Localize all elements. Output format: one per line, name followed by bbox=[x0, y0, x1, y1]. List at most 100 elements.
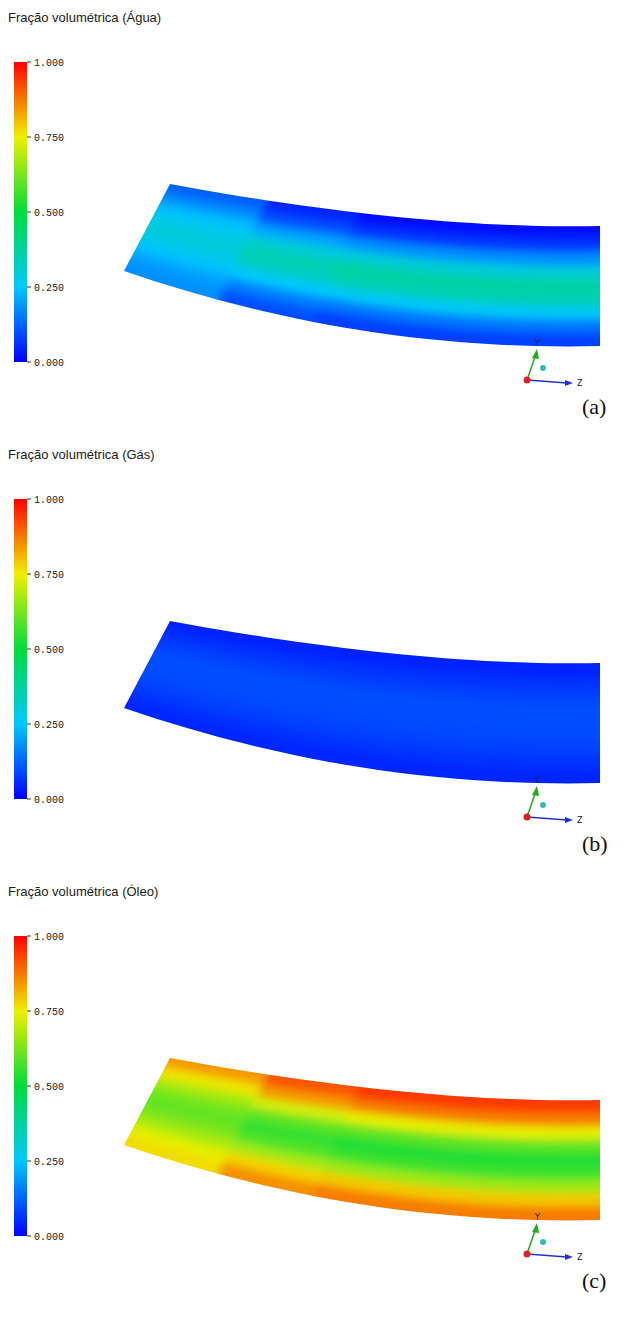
triad-label: Z bbox=[577, 816, 583, 825]
triad-label: Y bbox=[534, 776, 540, 785]
contour-cell bbox=[518, 252, 632, 267]
colorbar-tick-label: 1.000 bbox=[34, 495, 64, 506]
contour-cell bbox=[511, 728, 635, 743]
triad-marker bbox=[540, 802, 546, 808]
panel: Fração volumétrica (Óleo)0.0000.2500.500… bbox=[8, 884, 640, 1293]
colorbar-tick bbox=[27, 649, 31, 650]
triad-z-arrow bbox=[565, 817, 573, 823]
contour-cells bbox=[78, 1034, 640, 1244]
contour-cell bbox=[509, 305, 636, 320]
contour-cell bbox=[78, 1123, 224, 1194]
axis-triad: YZ bbox=[524, 1213, 584, 1262]
contour-cell bbox=[521, 1112, 631, 1127]
contour-cell bbox=[304, 310, 412, 360]
contour-cell bbox=[514, 715, 634, 730]
colorbar-tick bbox=[27, 1086, 31, 1087]
triad-y-arrow bbox=[532, 786, 539, 796]
contour-cell bbox=[304, 747, 412, 797]
contour-cell bbox=[516, 1139, 633, 1154]
contour-cell bbox=[401, 761, 506, 806]
contour-cell bbox=[304, 1184, 412, 1234]
colorbar bbox=[14, 936, 27, 1236]
axis-triad: YZ bbox=[524, 776, 584, 825]
contour-field bbox=[78, 1034, 640, 1244]
colorbar-tick-label: 0.250 bbox=[34, 283, 64, 294]
contour-cell bbox=[500, 1205, 640, 1244]
contour-cell bbox=[507, 318, 638, 333]
contour-cell bbox=[523, 638, 630, 676]
colorbar-tick-label: 0.750 bbox=[34, 1007, 64, 1018]
colorbar-tick-label: 1.000 bbox=[34, 932, 64, 943]
panel: Fração volumétrica (Água) 0.000 0.250 0.500… bbox=[8, 10, 640, 419]
contour-cell bbox=[521, 238, 631, 253]
contour-cell bbox=[518, 689, 632, 704]
triad-origin bbox=[524, 814, 531, 821]
panel-letter: (b) bbox=[582, 831, 608, 856]
colorbar-tick-label: 0.500 bbox=[34, 208, 64, 219]
contour-cell bbox=[507, 755, 638, 770]
contour-cells bbox=[78, 160, 640, 370]
colorbar-tick-label: 0.000 bbox=[34, 358, 64, 369]
contour-field bbox=[78, 160, 640, 370]
colorbar-tick bbox=[27, 499, 31, 500]
contour-cell bbox=[78, 686, 224, 757]
panel: Fração volumétrica (Gás)0.0000.2500.5000… bbox=[8, 447, 640, 856]
contour-cell bbox=[509, 1179, 636, 1194]
triad-label: Z bbox=[577, 1253, 583, 1262]
contour-cell bbox=[514, 278, 634, 293]
contour-cell bbox=[78, 249, 224, 320]
triad-label: Z bbox=[577, 379, 583, 388]
triad-z-arrow bbox=[565, 1254, 573, 1260]
triad-marker bbox=[540, 1239, 546, 1245]
contour-cell bbox=[523, 201, 630, 239]
triad-label: Y bbox=[534, 1213, 540, 1222]
contour-cell bbox=[523, 1075, 630, 1113]
colorbar-tick-label: 0.000 bbox=[34, 795, 64, 806]
colorbar-tick bbox=[27, 1161, 31, 1162]
colorbar-tick-label: 0.500 bbox=[34, 1082, 64, 1093]
contour-cell bbox=[518, 1126, 632, 1141]
triad-y-arrow bbox=[532, 1223, 539, 1233]
contour-cell bbox=[401, 1198, 506, 1243]
triad-origin bbox=[524, 1251, 531, 1258]
colorbar-tick bbox=[27, 362, 31, 363]
contour-cell bbox=[441, 1072, 530, 1113]
contour-field bbox=[78, 597, 640, 807]
triad-origin bbox=[524, 377, 531, 384]
panel-title: Fração volumétrica (Gás) bbox=[8, 447, 155, 462]
contour-cell bbox=[516, 702, 633, 717]
triad-z-axis bbox=[527, 817, 567, 820]
contour-cell bbox=[507, 1192, 638, 1207]
colorbar-tick-label: 0.750 bbox=[34, 133, 64, 144]
contour-cell bbox=[209, 289, 319, 344]
colorbar-tick bbox=[27, 799, 31, 800]
panel-letter: (c) bbox=[582, 1268, 606, 1293]
colorbar-tick bbox=[27, 212, 31, 213]
panel-title: Fração volumétrica (Óleo) bbox=[8, 884, 158, 899]
colorbar-tick-label: 0.750 bbox=[34, 570, 64, 581]
colorbar-tick bbox=[27, 574, 31, 575]
contour-cell bbox=[209, 1163, 319, 1218]
triad-z-arrow bbox=[565, 380, 573, 386]
contour-cell bbox=[441, 198, 530, 239]
triad-z-axis bbox=[527, 1254, 567, 1257]
contour-cell bbox=[521, 675, 631, 690]
colorbar-tick-label: 0.250 bbox=[34, 720, 64, 731]
panel-letter: (a) bbox=[582, 394, 606, 419]
contour-cell bbox=[500, 331, 640, 370]
axis-triad: YZ bbox=[524, 339, 584, 388]
contour-cell bbox=[511, 1165, 635, 1180]
colorbar-tick bbox=[27, 1011, 31, 1012]
panel-title: Fração volumétrica (Água) bbox=[8, 10, 161, 25]
triad-label: Y bbox=[534, 339, 540, 348]
colorbar-tick bbox=[27, 1236, 31, 1237]
triad-z-axis bbox=[527, 380, 567, 383]
colorbar-tick-label: 0.250 bbox=[34, 1157, 64, 1168]
contour-cell bbox=[500, 768, 640, 807]
colorbar bbox=[14, 499, 27, 799]
contour-cell bbox=[509, 742, 636, 757]
triad-marker bbox=[540, 365, 546, 371]
figure: Fração volumétrica (Água) 0.000 0.250 0.500… bbox=[0, 0, 640, 1318]
colorbar-tick bbox=[27, 62, 31, 63]
contour-cell bbox=[441, 635, 530, 676]
